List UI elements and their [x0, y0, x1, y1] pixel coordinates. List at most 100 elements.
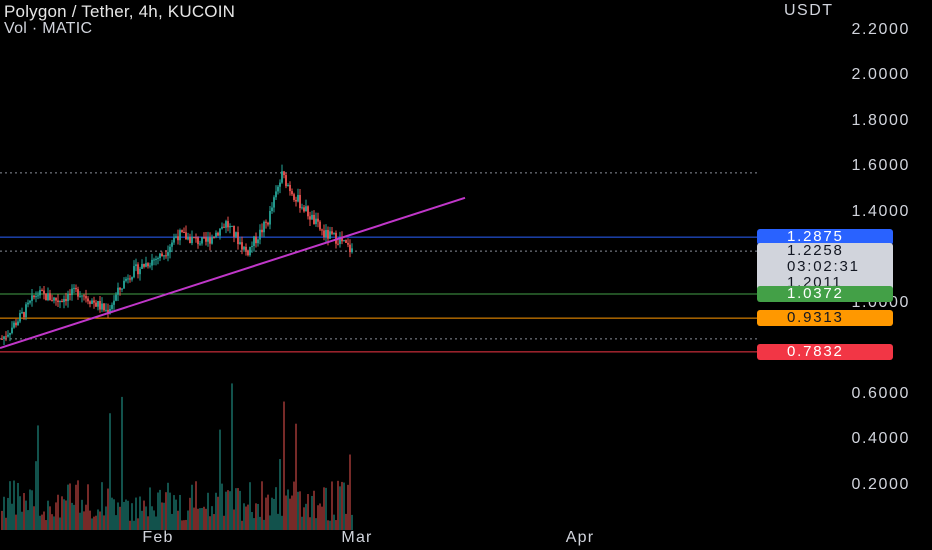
volume-bar — [223, 515, 225, 530]
volume-bar — [185, 519, 187, 530]
price-axis-label: 0.6000 — [851, 384, 910, 402]
volume-bar — [17, 482, 19, 530]
candle-body — [171, 242, 173, 247]
volume-bar — [139, 496, 141, 530]
candle-body — [195, 237, 197, 239]
candle-body — [293, 194, 295, 200]
volume-bar — [149, 487, 151, 530]
candle-body — [295, 199, 297, 202]
price-axis-label: 0.2000 — [851, 475, 910, 493]
volume-bar — [289, 498, 291, 530]
volume-bar — [309, 517, 311, 530]
volume-bar — [31, 490, 33, 530]
symbol-title[interactable]: Polygon / Tether, 4h, KUCOIN — [4, 2, 236, 21]
candle-body — [213, 237, 215, 239]
price-axis-label: 2.0000 — [851, 66, 910, 83]
candle-body — [321, 229, 323, 231]
volume-bar — [259, 516, 261, 530]
volume-bar — [59, 517, 61, 530]
blue-level-tag[interactable]: 1.2875 — [757, 229, 893, 246]
volume-bar — [93, 516, 95, 530]
candle-body — [105, 309, 107, 311]
candle-body — [81, 295, 83, 297]
candle-body — [223, 226, 225, 228]
volume-bar — [349, 454, 351, 530]
candle-body — [143, 264, 145, 267]
volume-bar — [241, 520, 243, 530]
candle-body — [333, 232, 335, 234]
volume-bar — [273, 498, 275, 530]
volume-bar — [255, 503, 257, 530]
candle-body — [203, 237, 205, 239]
volume-bar — [225, 491, 227, 530]
candle-body — [141, 264, 143, 269]
volume-bar — [337, 480, 339, 530]
candle-body — [103, 303, 105, 311]
candle-body — [189, 237, 191, 244]
volume-bar — [277, 513, 279, 530]
volume-bar — [89, 510, 91, 530]
volume-bar — [253, 518, 255, 530]
volume-bar — [119, 506, 121, 530]
volume-bar — [71, 502, 73, 530]
candle-body — [25, 304, 27, 318]
candle-body — [335, 232, 337, 244]
candle-body — [165, 255, 167, 257]
volume-bar — [183, 520, 185, 530]
volume-bar — [55, 502, 57, 530]
volume-bar — [37, 425, 39, 530]
volume-bar — [295, 423, 297, 530]
volume-bar — [287, 489, 289, 530]
volume-bar — [269, 515, 271, 530]
volume-bar — [311, 495, 313, 530]
red-level-tag[interactable]: 0.7832 — [757, 343, 893, 360]
volume-bar — [7, 497, 9, 530]
candle-body — [269, 211, 271, 225]
candle-body — [19, 313, 21, 322]
volume-bar — [239, 490, 241, 530]
candle-body — [277, 186, 279, 192]
candle-body — [85, 296, 87, 299]
candle-body — [323, 230, 325, 237]
candle-body — [111, 304, 113, 309]
candle-body — [209, 237, 211, 244]
volume-bar — [257, 503, 259, 530]
volume-bar — [187, 510, 189, 530]
candle-body — [319, 221, 321, 230]
candle-body — [191, 236, 193, 244]
candle-body — [181, 230, 183, 232]
candle-body — [87, 298, 89, 302]
candle-body — [61, 300, 63, 303]
orange-level-tag[interactable]: 0.9313 — [757, 310, 893, 327]
candle-body — [219, 228, 221, 236]
candle-body — [225, 221, 227, 228]
green-level-tag[interactable]: 1.0372 — [757, 286, 893, 303]
candle-body — [125, 278, 127, 281]
candle-body — [291, 191, 293, 195]
volume-bar — [53, 516, 55, 530]
candle-body — [47, 293, 49, 301]
candle-body — [241, 242, 243, 250]
volume-bar — [69, 483, 71, 530]
candle-body — [257, 239, 259, 244]
volume-bar — [137, 518, 139, 530]
candle-body — [77, 289, 79, 297]
price-axis-label: 0.4000 — [851, 430, 910, 447]
volume-bar — [109, 413, 111, 530]
current-price-tag[interactable]: 1.2258 03:02:31 1.2011 — [757, 243, 893, 292]
volume-bar — [233, 509, 235, 530]
volume-indicator-label[interactable]: Vol · MATIC — [4, 20, 93, 37]
candle-body — [267, 222, 269, 225]
volume-bar — [47, 500, 49, 530]
volume-bar — [135, 497, 137, 530]
candle-body — [7, 334, 9, 337]
candle-body — [99, 301, 101, 310]
volume-bar — [323, 487, 325, 530]
candle-body — [337, 243, 339, 245]
candle-body — [201, 237, 203, 244]
candle-body — [273, 197, 275, 208]
volume-bar — [243, 503, 245, 530]
volume-bar — [285, 495, 287, 530]
